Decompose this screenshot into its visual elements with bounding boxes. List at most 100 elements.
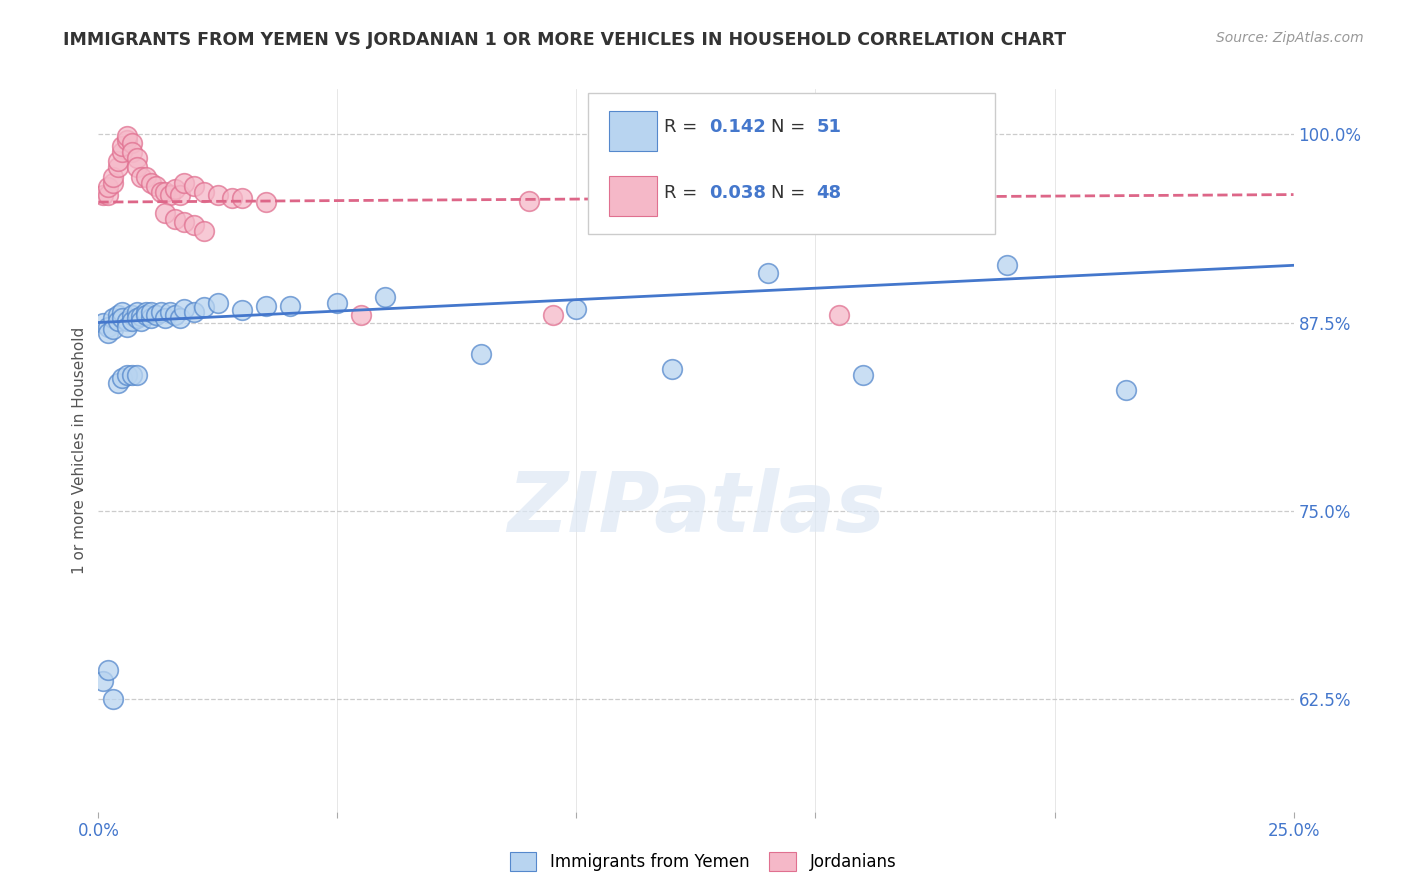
- Text: N =: N =: [772, 184, 811, 202]
- Point: [565, 301, 588, 316]
- Point: [139, 305, 162, 319]
- Point: [541, 308, 564, 322]
- Point: [254, 299, 277, 313]
- Point: [107, 376, 129, 390]
- FancyBboxPatch shape: [609, 111, 657, 151]
- Point: [101, 311, 124, 326]
- FancyBboxPatch shape: [589, 93, 995, 234]
- Text: N =: N =: [772, 119, 811, 136]
- Point: [709, 187, 731, 202]
- Point: [193, 185, 215, 199]
- Point: [115, 128, 138, 143]
- Point: [91, 316, 114, 330]
- Point: [155, 185, 177, 199]
- Point: [756, 266, 779, 280]
- Point: [350, 308, 373, 322]
- Point: [948, 187, 970, 202]
- Point: [125, 161, 148, 175]
- Point: [613, 187, 636, 202]
- Point: [115, 314, 138, 328]
- Point: [121, 136, 143, 151]
- Point: [121, 308, 143, 322]
- Point: [173, 301, 195, 316]
- Point: [661, 187, 683, 202]
- Point: [900, 187, 922, 202]
- Point: [135, 308, 157, 322]
- Point: [131, 310, 153, 324]
- Point: [121, 145, 143, 160]
- Point: [121, 314, 143, 328]
- Point: [173, 176, 195, 190]
- Point: [183, 305, 205, 319]
- Point: [254, 195, 277, 210]
- Legend: Immigrants from Yemen, Jordanians: Immigrants from Yemen, Jordanians: [502, 843, 904, 880]
- Point: [131, 314, 153, 328]
- Point: [97, 326, 120, 340]
- Point: [326, 296, 349, 310]
- Point: [125, 368, 148, 383]
- Point: [101, 691, 124, 706]
- Point: [135, 169, 157, 184]
- Text: R =: R =: [664, 119, 703, 136]
- Text: 0.038: 0.038: [709, 184, 766, 202]
- Text: IMMIGRANTS FROM YEMEN VS JORDANIAN 1 OR MORE VEHICLES IN HOUSEHOLD CORRELATION C: IMMIGRANTS FROM YEMEN VS JORDANIAN 1 OR …: [63, 31, 1066, 49]
- Point: [183, 218, 205, 232]
- Point: [115, 320, 138, 334]
- Point: [470, 347, 492, 361]
- Point: [207, 187, 229, 202]
- Point: [107, 154, 129, 169]
- Point: [111, 139, 134, 153]
- Point: [155, 311, 177, 326]
- Point: [125, 305, 148, 319]
- Point: [149, 185, 172, 199]
- Point: [163, 308, 186, 322]
- Point: [149, 305, 172, 319]
- Point: [278, 299, 301, 313]
- Point: [163, 211, 186, 226]
- Point: [155, 205, 177, 219]
- Point: [1115, 384, 1137, 398]
- Point: [804, 187, 827, 202]
- Point: [207, 296, 229, 310]
- Point: [183, 178, 205, 193]
- Point: [169, 187, 191, 202]
- Point: [115, 368, 138, 383]
- Point: [107, 314, 129, 328]
- Point: [159, 187, 181, 202]
- Point: [173, 215, 195, 229]
- Point: [995, 258, 1018, 272]
- Point: [107, 161, 129, 175]
- Point: [193, 224, 215, 238]
- Point: [91, 187, 114, 202]
- Text: R =: R =: [664, 184, 703, 202]
- Point: [159, 305, 181, 319]
- Point: [231, 303, 253, 318]
- Point: [97, 320, 120, 334]
- Point: [97, 180, 120, 194]
- Text: 51: 51: [817, 119, 842, 136]
- Point: [852, 187, 875, 202]
- Point: [169, 311, 191, 326]
- Point: [139, 311, 162, 326]
- Point: [163, 181, 186, 195]
- Point: [121, 368, 143, 383]
- Point: [101, 321, 124, 335]
- Point: [131, 169, 153, 184]
- Text: Source: ZipAtlas.com: Source: ZipAtlas.com: [1216, 31, 1364, 45]
- Point: [111, 311, 134, 326]
- Point: [91, 673, 114, 688]
- Point: [221, 191, 243, 205]
- Point: [101, 169, 124, 184]
- Point: [111, 305, 134, 319]
- Y-axis label: 1 or more Vehicles in Household: 1 or more Vehicles in Household: [72, 326, 87, 574]
- Text: 0.142: 0.142: [709, 119, 766, 136]
- Point: [756, 187, 779, 202]
- Text: 48: 48: [817, 184, 842, 202]
- Point: [139, 176, 162, 190]
- Point: [231, 191, 253, 205]
- Point: [517, 194, 540, 208]
- Point: [661, 362, 683, 376]
- Point: [97, 187, 120, 202]
- Point: [115, 133, 138, 147]
- Text: ZIPatlas: ZIPatlas: [508, 467, 884, 549]
